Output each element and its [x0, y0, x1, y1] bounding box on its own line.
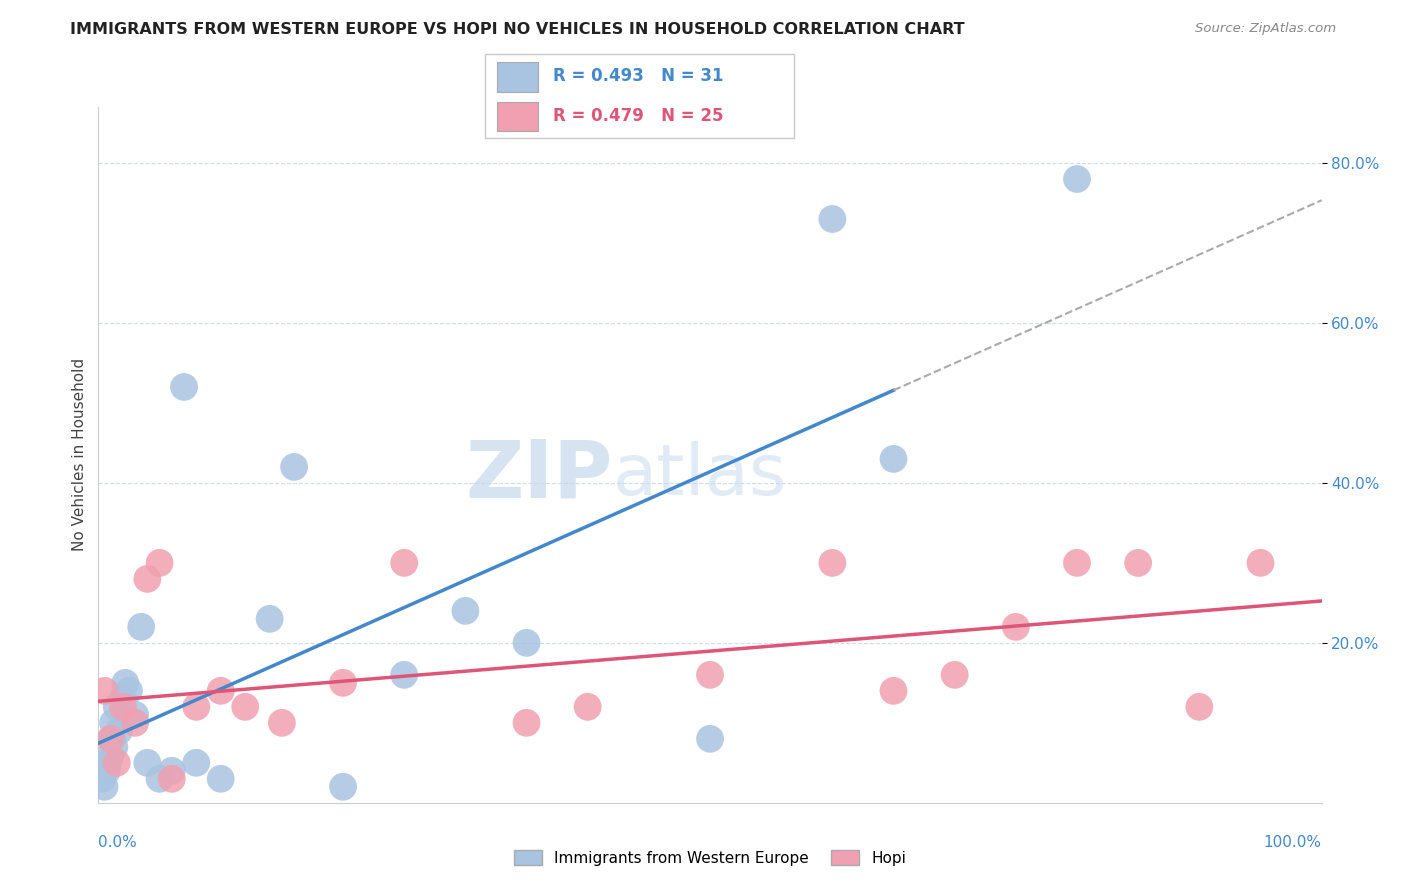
Point: [186, 756, 208, 770]
Point: [105, 699, 128, 714]
Point: [149, 772, 172, 786]
Point: [93, 683, 115, 698]
Point: [883, 451, 905, 466]
Point: [136, 572, 159, 586]
Point: [100, 747, 122, 762]
Text: R = 0.479   N = 25: R = 0.479 N = 25: [553, 107, 724, 125]
Point: [699, 668, 721, 682]
Text: R = 0.493   N = 31: R = 0.493 N = 31: [553, 67, 724, 85]
Point: [259, 612, 281, 626]
Text: ZIP: ZIP: [465, 437, 612, 515]
Point: [821, 556, 844, 570]
Point: [209, 772, 232, 786]
Y-axis label: No Vehicles in Household: No Vehicles in Household: [72, 359, 87, 551]
Point: [114, 676, 136, 690]
Point: [392, 556, 416, 570]
Point: [821, 212, 844, 227]
Point: [100, 731, 122, 746]
FancyBboxPatch shape: [498, 62, 537, 92]
Point: [136, 756, 159, 770]
Point: [118, 683, 141, 698]
Point: [454, 604, 477, 618]
Point: [1066, 172, 1088, 186]
Point: [124, 715, 146, 730]
Point: [283, 459, 305, 474]
Point: [124, 707, 146, 722]
Legend: Immigrants from Western Europe, Hopi: Immigrants from Western Europe, Hopi: [508, 844, 912, 871]
Point: [209, 683, 232, 698]
Point: [270, 715, 294, 730]
Point: [943, 668, 966, 682]
Point: [111, 691, 134, 706]
Text: 100.0%: 100.0%: [1264, 836, 1322, 850]
Text: atlas: atlas: [612, 442, 786, 510]
Text: 0.0%: 0.0%: [98, 836, 138, 850]
Point: [1128, 556, 1150, 570]
Point: [392, 668, 416, 682]
Point: [332, 780, 354, 794]
Point: [105, 756, 128, 770]
Point: [91, 772, 114, 786]
Point: [516, 636, 538, 650]
Point: [1250, 556, 1272, 570]
Point: [97, 756, 120, 770]
Point: [96, 764, 118, 778]
Text: Source: ZipAtlas.com: Source: ZipAtlas.com: [1195, 22, 1336, 36]
Point: [1004, 620, 1026, 634]
Point: [111, 699, 134, 714]
Point: [1188, 699, 1211, 714]
Point: [149, 556, 172, 570]
Text: IMMIGRANTS FROM WESTERN EUROPE VS HOPI NO VEHICLES IN HOUSEHOLD CORRELATION CHAR: IMMIGRANTS FROM WESTERN EUROPE VS HOPI N…: [70, 22, 965, 37]
Point: [129, 620, 152, 634]
Point: [516, 715, 538, 730]
Point: [186, 699, 208, 714]
Point: [883, 683, 905, 698]
Point: [699, 731, 721, 746]
Point: [576, 699, 599, 714]
Point: [101, 715, 124, 730]
Point: [101, 731, 124, 746]
Point: [93, 780, 115, 794]
FancyBboxPatch shape: [498, 102, 537, 131]
Point: [108, 723, 131, 738]
Point: [160, 772, 183, 786]
Point: [233, 699, 256, 714]
Point: [1066, 556, 1088, 570]
Point: [173, 380, 195, 394]
Point: [332, 676, 354, 690]
Point: [160, 764, 183, 778]
Point: [103, 739, 125, 754]
